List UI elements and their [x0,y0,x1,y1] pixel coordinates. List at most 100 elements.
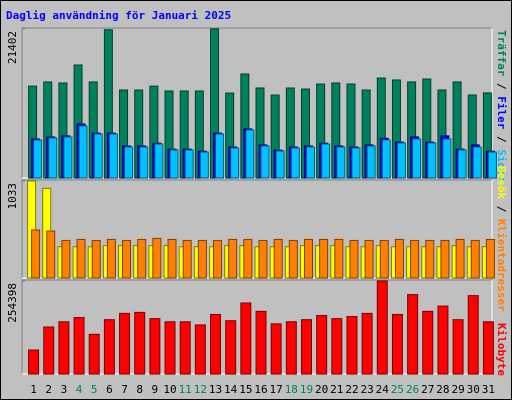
x-tick-label: 24 [376,383,390,396]
bar [122,239,132,279]
bar [215,133,225,179]
bar [119,312,131,375]
legend-entry: Träffar [495,30,508,77]
bar [78,125,88,179]
bar [199,151,209,179]
legend: Kilobyte [495,323,508,376]
legend: Träffar / Filer / Sidor [495,30,508,183]
bar [376,280,388,375]
bar [437,305,449,375]
x-tick-label: 20 [315,383,328,396]
bar [76,238,86,279]
x-tick-label: 22 [345,383,358,396]
x-tick-label: 23 [361,383,374,396]
bar [103,319,115,375]
bar [255,310,267,375]
bar [275,150,285,179]
bar [106,238,116,279]
bar [182,239,192,279]
bar [273,238,283,279]
bar [184,149,194,179]
x-tick-label: 18 [285,383,298,396]
bar [321,143,331,179]
bar [88,333,100,375]
bar [442,138,452,179]
bar [472,146,482,179]
bar [487,151,497,179]
legend-separator: / [495,129,508,149]
bar [63,136,73,179]
legend-entry: Filer [495,96,508,129]
x-tick-label: 15 [239,383,252,396]
bar [73,317,85,375]
x-tick-label: 7 [121,383,128,396]
x-tick-label: 1 [30,383,37,396]
bar [225,320,237,375]
bar [470,239,480,279]
x-tick-label: 8 [136,383,143,396]
bar [228,238,238,279]
y-tick-label: 1033 [6,183,19,210]
x-tick-label: 21 [330,383,343,396]
bar [407,294,419,375]
y-tick-label: 254398 [6,283,19,323]
bar [425,239,435,279]
bar [124,146,134,179]
bar [346,316,358,375]
bar [410,239,420,279]
bar [364,239,374,279]
bar [379,239,389,279]
bar [58,321,70,375]
bar [245,129,255,179]
bar [467,295,479,375]
legend-separator: / [495,76,508,96]
x-tick-label: 6 [106,383,113,396]
bar [260,145,270,179]
x-tick-label: 25 [391,383,404,396]
legend: Besök / Klientadresser [495,166,508,312]
bar [154,143,164,179]
bar [366,145,376,179]
bar [137,238,147,279]
bar [422,310,434,375]
bar [452,319,464,375]
bar [134,311,146,375]
bar [31,229,41,279]
x-tick-label: 19 [300,383,313,396]
bar [270,323,282,375]
bar [33,139,43,179]
legend-entry: Kilobyte [495,323,508,376]
x-tick-label: 31 [482,383,495,396]
bar [349,239,359,279]
x-tick-label: 27 [421,383,434,396]
x-tick-label: 26 [406,383,419,396]
x-tick-label: 3 [61,383,68,396]
bar [258,239,268,279]
bar [300,319,312,375]
bar [455,238,465,279]
bar [61,239,71,279]
bar [305,146,315,179]
bar [361,312,373,375]
bar [152,237,162,279]
bar [169,149,179,179]
legend-entry: Klientadresser [495,219,508,312]
bar [139,146,149,179]
legend-entry: Sidor [495,149,508,182]
bar [482,321,494,375]
bar [288,239,298,279]
bar [391,313,403,375]
x-tick-label: 4 [76,383,83,396]
bar [457,149,467,179]
bar [394,238,404,279]
x-tick-label: 29 [451,383,464,396]
bar [290,147,300,179]
bar [46,230,56,279]
bar [108,133,118,179]
bar [316,314,328,375]
bar [43,326,55,375]
x-tick-label: 9 [152,383,159,396]
bar [319,238,329,279]
bar [485,238,495,279]
